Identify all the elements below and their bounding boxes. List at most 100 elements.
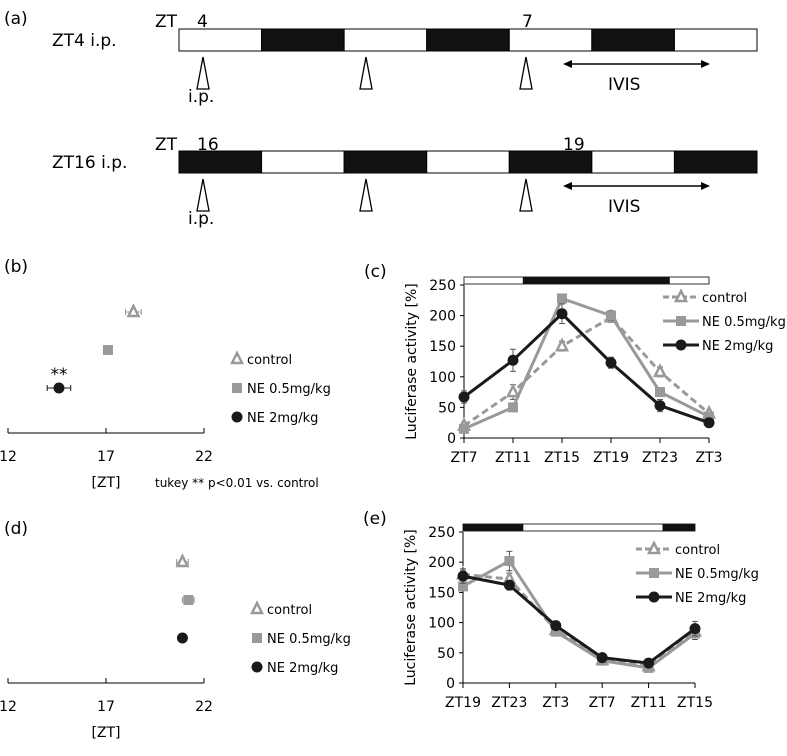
circle-marker: [605, 357, 617, 369]
dark-phase: [591, 28, 675, 52]
x-tick-label: ZT7: [589, 695, 616, 711]
circle-marker: [643, 657, 655, 669]
stats-note: tukey ** p<0.01 vs. control: [155, 476, 319, 490]
zt-start: 16: [197, 135, 219, 155]
arrow-left-icon: [563, 182, 572, 190]
chart-c: (c) 0 50 100 150 200 250 ZT7 ZT11 ZT15 ZT19 ZT23 ZT3…: [364, 262, 786, 466]
x-tick-label: ZT15: [677, 695, 713, 711]
triangle-marker: [505, 383, 521, 398]
circle-marker: [596, 652, 608, 664]
dark-phase: [261, 28, 345, 52]
panel-label: (c): [364, 262, 387, 282]
square-marker: [458, 581, 468, 592]
circle-marker: [458, 391, 470, 403]
zt-marker: 19: [563, 135, 585, 155]
zt-prefix: ZT: [155, 12, 178, 32]
x-tick-label: ZT23: [491, 695, 527, 711]
dark-phase-bar: [463, 524, 524, 531]
triangle-marker: [673, 288, 689, 303]
legend-label: NE 2mg/kg: [675, 591, 746, 606]
square-marker: [655, 387, 665, 398]
x-tick-label: ZT3: [695, 450, 722, 466]
chart-e: (e) 0 50 100 150 200 250 ZT19 ZT23 ZT3 ZT7 ZT11 ZT15…: [363, 509, 759, 711]
legend-label: NE 0.5mg/kg: [702, 315, 786, 330]
y-tick-label: 150: [429, 339, 456, 355]
light-phase: [178, 28, 263, 52]
triangle-marker: [249, 600, 265, 615]
circle-marker: [53, 382, 65, 394]
panel-label: (b): [4, 257, 28, 277]
x-tick-label: 22: [195, 449, 213, 465]
significance-annotation: **: [50, 365, 67, 385]
dark-phase: [426, 28, 510, 52]
y-tick-label: 200: [428, 555, 455, 571]
legend-label: control: [702, 291, 747, 306]
triangle-marker: [175, 553, 190, 568]
y-tick-label: 250: [428, 525, 455, 541]
light-phase: [343, 28, 428, 52]
circle-marker: [675, 339, 687, 351]
arrow-left-icon: [563, 60, 572, 68]
zt-prefix: ZT: [155, 135, 178, 155]
light-phase: [508, 28, 593, 52]
dark-phase-bar: [522, 277, 670, 284]
y-axis-label: Luciferase activity [%]: [404, 283, 420, 440]
x-tick-label: 22: [195, 699, 213, 715]
legend-label: control: [675, 543, 720, 558]
arrow-right-icon: [701, 60, 710, 68]
legend-label: NE 0.5mg/kg: [675, 567, 759, 582]
injection-arrowhead-icon: [519, 56, 533, 90]
y-tick-label: 150: [428, 585, 455, 601]
triangle-marker: [646, 540, 662, 555]
circle-marker: [231, 411, 243, 423]
legend-label: control: [267, 603, 312, 618]
dark-phase: [673, 150, 758, 174]
injection-arrowhead-icon: [519, 178, 533, 212]
x-tick-label: 12: [0, 699, 17, 715]
circle-marker: [654, 400, 666, 412]
y-tick-label: 250: [429, 278, 456, 294]
legend-label: NE 2mg/kg: [702, 339, 773, 354]
legend-label: control: [247, 353, 292, 368]
x-axis-label: [ZT]: [91, 725, 120, 741]
x-tick-label: ZT11: [631, 695, 667, 711]
x-tick-label: ZT19: [445, 695, 481, 711]
square-marker: [550, 626, 561, 637]
series-line: [463, 311, 710, 425]
x-tick-label: 17: [97, 449, 115, 465]
x-tick-label: ZT11: [495, 450, 531, 466]
x-axis-label: [ZT]: [91, 475, 120, 491]
injection-arrowhead-icon: [359, 178, 373, 212]
y-tick-label: 0: [447, 431, 456, 447]
series-line: [463, 315, 710, 427]
x-tick-label: ZT19: [593, 450, 629, 466]
dark-phase: [178, 150, 263, 174]
series-line: [463, 296, 710, 431]
legend-label: NE 0.5mg/kg: [247, 382, 331, 397]
square-marker: [252, 633, 262, 643]
square-marker: [232, 383, 242, 393]
zt-start: 4: [197, 12, 208, 32]
chart-d: (d) 12 17 22 [ZT] control NE 0.5mg/kg NE 2mg/kg: [0, 519, 351, 741]
injection-arrowhead-icon: [196, 56, 210, 90]
square-marker: [508, 402, 518, 413]
x-tick-label: ZT3: [542, 695, 569, 711]
panel-a-schedule: (a) ZT4 i.p. ZT 4 7 i.p. IVIS ZT16 i.p. …: [4, 9, 758, 229]
legend-label: NE 0.5mg/kg: [267, 632, 351, 647]
panel-label-a: (a): [4, 9, 28, 29]
y-tick-label: 0: [446, 676, 455, 692]
square-marker: [704, 411, 714, 422]
triangle-marker: [229, 350, 245, 365]
chart-b: (b) 12 17 22 [ZT] control NE 0.5mg/kg ** NE 2mg/…: [0, 257, 331, 491]
ivis-label: IVIS: [608, 197, 640, 217]
y-tick-label: 200: [429, 309, 456, 325]
panel-label: (e): [363, 509, 387, 529]
circle-marker: [689, 623, 701, 635]
ivis-label: IVIS: [608, 75, 640, 95]
injection-arrowhead-icon: [359, 56, 373, 90]
square-marker: [606, 310, 616, 321]
series-line: [462, 574, 696, 665]
light-phase: [673, 28, 758, 52]
ip-label: i.p.: [188, 209, 214, 229]
